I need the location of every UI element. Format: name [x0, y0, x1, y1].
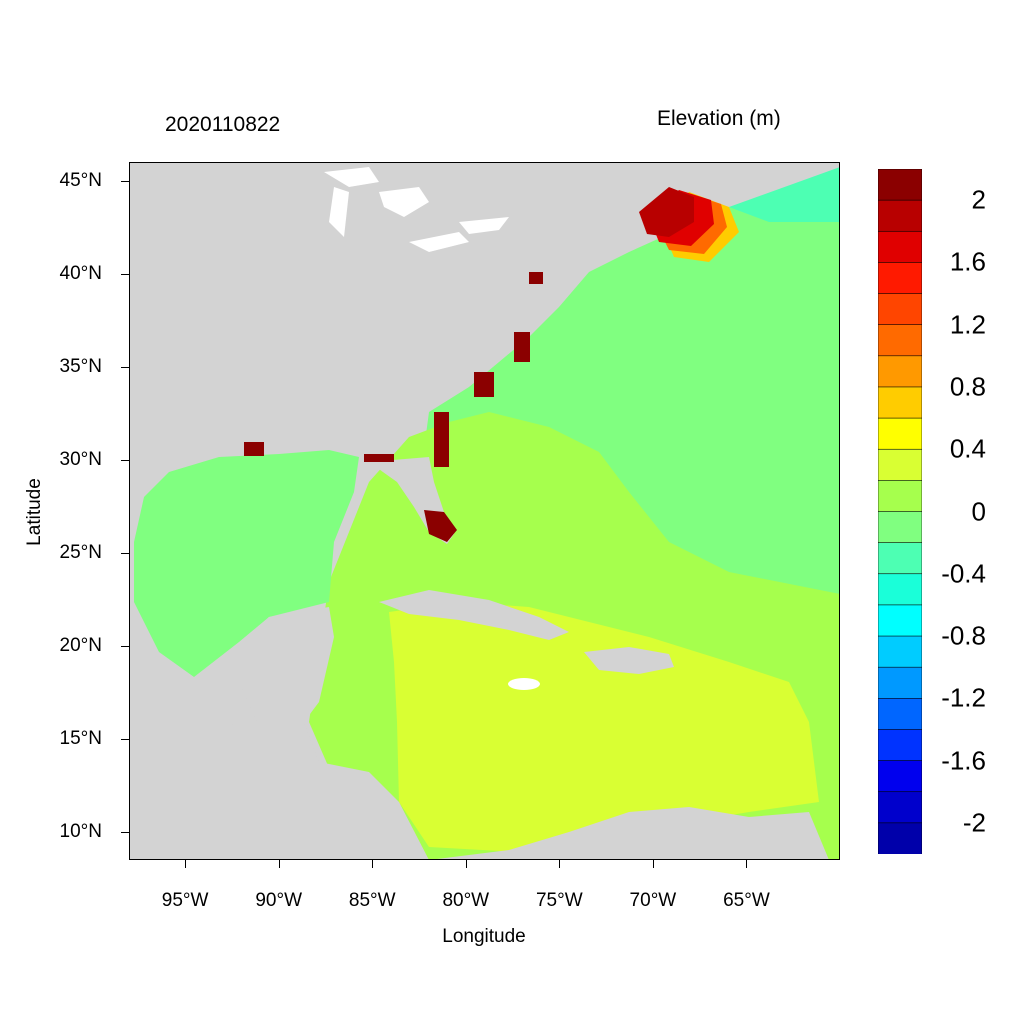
- colorbar-swatch: [878, 698, 922, 731]
- x-tick-label: 90°W: [255, 890, 303, 911]
- colorbar-swatch: [878, 480, 922, 513]
- great-lakes: [324, 167, 509, 252]
- gulf-of-maine-ocean: [729, 167, 840, 222]
- colorbar-label: 2: [971, 184, 986, 215]
- colorbar-swatch: [878, 822, 922, 854]
- surge-core: [639, 187, 694, 237]
- colorbar-swatch: [878, 635, 922, 668]
- colorbar-swatch: [878, 729, 922, 762]
- y-tick-mark: [121, 366, 129, 368]
- coastal-surge: [244, 272, 543, 467]
- colorbar-label: 1.6: [949, 246, 986, 277]
- timestamp-title: 2020110822: [165, 113, 281, 136]
- colorbar-swatch: [878, 791, 922, 824]
- y-tick-label: 30°N: [59, 448, 102, 470]
- x-tick-label: 95°W: [161, 890, 209, 911]
- caribbean-sea: [389, 602, 819, 852]
- colorbar-label: 0.4: [949, 433, 986, 464]
- colorbar-swatch: [878, 230, 922, 264]
- x-tick-mark: [465, 860, 467, 868]
- colorbar-swatch: [878, 293, 922, 326]
- y-tick-label: 20°N: [59, 634, 102, 656]
- south-america: [429, 807, 829, 860]
- colorbar-swatch: [878, 604, 922, 637]
- hispaniola: [584, 647, 674, 674]
- central-america: [129, 717, 429, 860]
- colorbar-swatch: [878, 386, 922, 419]
- x-tick-mark: [746, 860, 748, 868]
- x-tick-mark: [185, 860, 187, 868]
- x-tick-label: 75°W: [535, 890, 583, 911]
- y-tick-label: 35°N: [59, 355, 102, 377]
- y-tick-label: 15°N: [59, 728, 102, 749]
- y-tick-label: 10°N: [59, 821, 102, 843]
- yucatan: [239, 607, 334, 727]
- colorbar-swatch: [878, 324, 922, 357]
- y-tick-mark: [121, 645, 129, 647]
- y-tick-mark: [121, 273, 129, 275]
- colorbar-swatch: [878, 417, 922, 451]
- colorbar-swatch: [878, 760, 922, 793]
- x-tick-label: 85°W: [348, 890, 396, 911]
- y-tick-label: 45°N: [59, 169, 102, 191]
- y-tick-mark: [121, 739, 129, 740]
- colorbar-label: 0.8: [949, 371, 986, 402]
- y-axis-label: Latitude: [24, 478, 45, 546]
- colorbar-label: -0.8: [941, 620, 986, 651]
- colorbar: [878, 169, 922, 854]
- x-tick-label: 70°W: [629, 890, 677, 911]
- colorbar-label: 0: [971, 496, 986, 526]
- colorbar-label: -1.2: [941, 682, 986, 713]
- elevation-map: [129, 162, 840, 860]
- colorbar-swatch: [878, 542, 922, 575]
- colorbar-swatch: [878, 355, 922, 388]
- x-tick-mark: [372, 860, 374, 868]
- x-tick-mark: [559, 860, 561, 868]
- colorbar-swatch: [878, 169, 922, 201]
- colorbar-swatch: [878, 262, 922, 295]
- y-tick-mark: [121, 832, 129, 834]
- y-tick-label: 40°N: [59, 262, 102, 284]
- colorbar-label: -2: [962, 807, 986, 838]
- gulf-of-mexico: [134, 450, 359, 677]
- variable-title: Elevation (m): [657, 107, 781, 130]
- colorbar-label: -0.4: [941, 558, 986, 589]
- colorbar-swatch: [878, 199, 922, 233]
- x-tick-label: 65°W: [723, 890, 770, 911]
- plot-frame: [129, 162, 840, 860]
- colorbar-label: -1.6: [941, 745, 986, 776]
- y-tick-label: 25°N: [59, 541, 102, 563]
- y-tick-mark: [121, 552, 129, 554]
- y-tick-mark: [121, 459, 129, 461]
- x-tick-label: 80°W: [442, 890, 490, 911]
- cuba: [379, 590, 569, 640]
- jamaica: [508, 678, 540, 690]
- colorbar-swatch: [878, 573, 922, 606]
- x-tick-mark: [652, 860, 654, 868]
- colorbar-swatch: [878, 666, 922, 700]
- y-tick-mark: [121, 180, 129, 182]
- x-axis-label: Longitude: [442, 926, 526, 947]
- colorbar-swatch: [878, 448, 922, 482]
- colorbar-label: 1.2: [949, 309, 986, 340]
- colorbar-swatch: [878, 511, 922, 544]
- x-tick-mark: [278, 860, 280, 868]
- florida-surge: [424, 510, 457, 542]
